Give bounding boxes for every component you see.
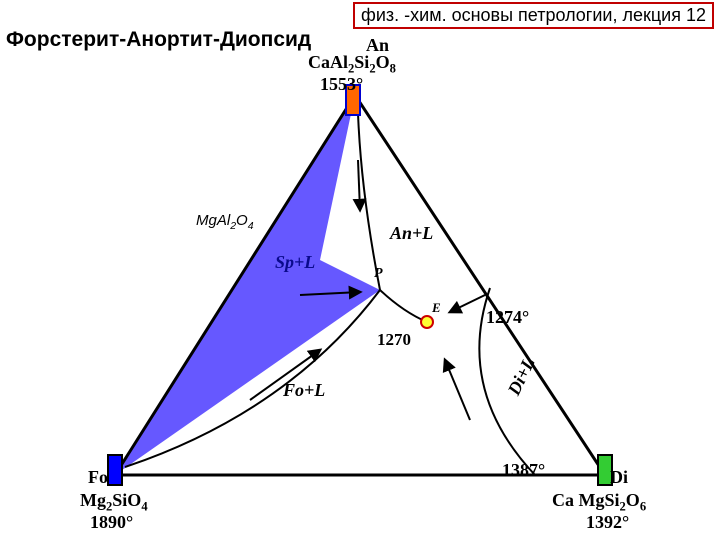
label-di: Di bbox=[610, 467, 628, 488]
label-t1270: 1270 bbox=[377, 330, 411, 350]
eutectic-e-marker bbox=[421, 316, 433, 328]
label-spinel: MgAl2O4 bbox=[196, 212, 254, 232]
label-an_formula: CaAl2Si2O8 bbox=[308, 52, 396, 77]
cotectic-an-p bbox=[358, 113, 380, 290]
label-anl: An+L bbox=[390, 223, 433, 244]
spinel-field bbox=[115, 95, 380, 475]
arrow-1274 bbox=[450, 295, 485, 312]
arrow-an-down bbox=[358, 160, 360, 210]
label-fo_formula: Mg2SiO4 bbox=[80, 490, 148, 515]
arrow-di-up bbox=[445, 360, 470, 420]
fo-vertex-box bbox=[108, 455, 122, 485]
label-p: P bbox=[374, 266, 383, 282]
cotectic-p-e bbox=[380, 290, 427, 322]
label-di_t: 1392° bbox=[586, 512, 629, 533]
label-an_t: 1553° bbox=[320, 74, 363, 95]
label-spl: Sp+L bbox=[275, 252, 315, 273]
label-fo: Fo bbox=[88, 467, 108, 488]
label-di_formula: Ca MgSi2O6 bbox=[552, 490, 646, 515]
label-fol: Fo+L bbox=[283, 380, 325, 401]
label-t1274: 1274° bbox=[486, 307, 529, 328]
label-t1387: 1387° bbox=[502, 460, 545, 481]
label-e: E bbox=[432, 300, 441, 316]
label-fo_t: 1890° bbox=[90, 512, 133, 533]
